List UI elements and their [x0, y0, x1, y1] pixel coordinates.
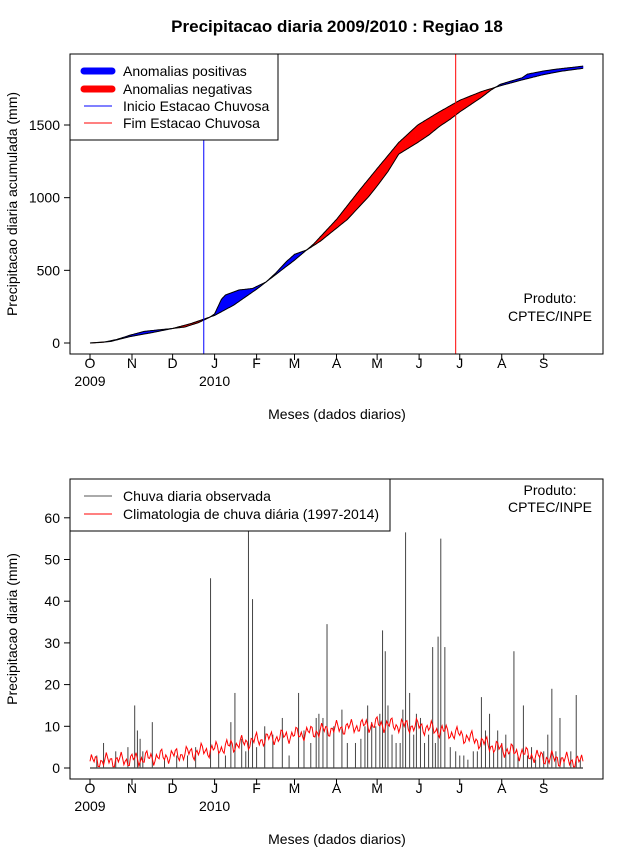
acc-x-tick-label: D [168, 355, 178, 371]
acc-x-tick-label: J [416, 355, 423, 371]
legend-label-positive: Anomalias positivas [123, 63, 247, 79]
acc-y-axis-label: Precipitacao diaria acumulada (mm) [4, 92, 20, 316]
acc-year-label: 2010 [199, 373, 230, 389]
daily-x-tick-label: J [456, 780, 463, 796]
daily-x-tick-label: O [85, 780, 96, 796]
daily-year-label: 2010 [199, 798, 230, 814]
daily-x-tick-label: D [168, 780, 178, 796]
acc-x-tick-label: A [332, 355, 342, 371]
daily-y-tick-label: 20 [44, 677, 60, 693]
daily-y-tick-label: 0 [52, 760, 60, 776]
acc-x-tick-label: S [539, 355, 548, 371]
acc-x-tick-label: M [289, 355, 301, 371]
acc-axes: 0 500 1000 1500 O N D J F M A M J J A S 2009 2010 [29, 117, 549, 389]
acc-x-tick-label: M [371, 355, 383, 371]
legend-label-start: Inicio Estacao Chuvosa [123, 98, 270, 114]
acc-y-tick-label: 500 [37, 262, 61, 278]
daily-y-axis-label: Precipitacao diaria (mm) [4, 553, 20, 705]
acc-observed-line [89, 65, 584, 344]
accumulated-panel: 0 500 1000 1500 O N D J F M A M J J A S 2009 2010 Anomali… [4, 53, 604, 422]
acc-x-tick-label: O [85, 355, 96, 371]
daily-y-tick-label: 30 [44, 635, 60, 651]
legend-label-climatology: Climatologia de chuva diária (1997-2014) [123, 506, 379, 522]
daily-y-tick-label: 60 [44, 510, 60, 526]
legend-label-negative: Anomalias negativas [123, 81, 252, 97]
daily-x-tick-label: M [371, 780, 383, 796]
daily-x-tick-label: S [539, 780, 548, 796]
acc-credit-line1: Produto: [524, 290, 577, 306]
daily-x-tick-label: N [127, 780, 137, 796]
daily-x-tick-label: J [211, 780, 218, 796]
daily-year-label: 2009 [74, 798, 105, 814]
daily-y-tick-label: 40 [44, 593, 60, 609]
acc-x-tick-label: J [211, 355, 218, 371]
acc-y-tick-label: 1500 [29, 117, 60, 133]
chart-title: Precipitacao diaria 2009/2010 : Regiao 1… [171, 17, 503, 36]
daily-x-axis-label: Meses (dados diarios) [268, 831, 406, 847]
daily-x-tick-label: M [289, 780, 301, 796]
legend-label-end: Fim Estacao Chuvosa [123, 115, 260, 131]
acc-x-axis-label: Meses (dados diarios) [268, 406, 406, 422]
daily-x-tick-label: A [332, 780, 342, 796]
daily-credit-line1: Produto: [524, 482, 577, 498]
legend-label-observed: Chuva diaria observada [123, 488, 271, 504]
daily-axes: 0 10 20 30 40 50 60 O N D J F M A M J J A S 2009 2010 [44, 510, 548, 814]
acc-year-label: 2009 [74, 373, 105, 389]
daily-climatology-line [89, 715, 584, 768]
daily-legend-box [69, 478, 391, 532]
acc-legend: Anomalias positivas Anomalias negativas … [69, 53, 279, 141]
daily-bars [96, 509, 581, 768]
daily-y-tick-label: 10 [44, 718, 60, 734]
daily-x-tick-label: F [252, 780, 261, 796]
daily-x-tick-label: J [416, 780, 423, 796]
acc-x-tick-label: N [127, 355, 137, 371]
daily-x-tick-label: A [497, 780, 507, 796]
daily-credit-line2: CPTEC/INPE [508, 499, 592, 515]
daily-legend: Chuva diaria observada Climatologia de c… [69, 478, 391, 532]
acc-x-tick-label: F [252, 355, 261, 371]
acc-y-tick-label: 0 [52, 335, 60, 351]
acc-x-tick-label: J [456, 355, 463, 371]
daily-y-tick-label: 50 [44, 552, 60, 568]
acc-y-tick-label: 1000 [29, 190, 60, 206]
acc-credit-line2: CPTEC/INPE [508, 308, 592, 324]
daily-panel: 0 10 20 30 40 50 60 O N D J F M A M J J A S 2009 2010 Chuva … [4, 478, 604, 847]
acc-x-tick-label: A [497, 355, 507, 371]
